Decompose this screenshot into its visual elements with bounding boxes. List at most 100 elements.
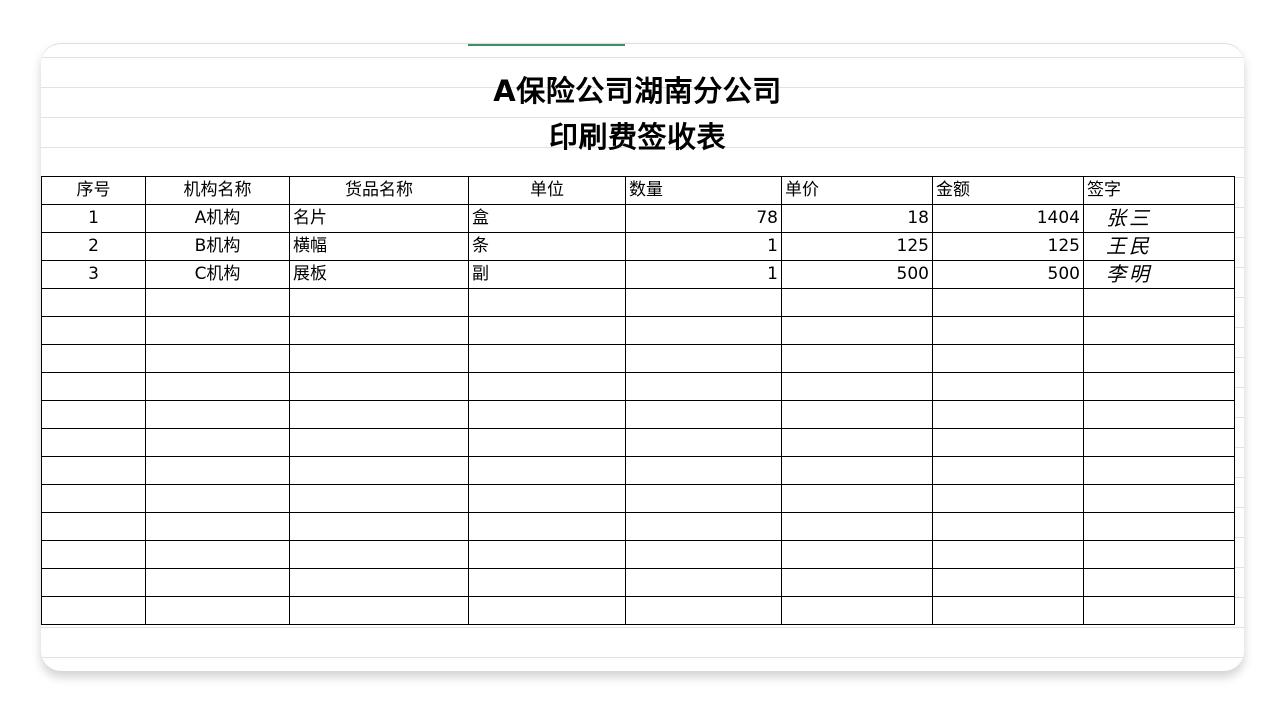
empty-cell[interactable] (781, 596, 933, 625)
cell-unit[interactable]: 盒 (468, 204, 626, 233)
empty-cell[interactable] (1083, 456, 1235, 485)
empty-cell[interactable] (932, 540, 1084, 569)
empty-cell[interactable] (289, 316, 469, 345)
empty-cell[interactable] (932, 400, 1084, 429)
empty-cell[interactable] (41, 400, 146, 429)
empty-cell[interactable] (781, 288, 933, 317)
empty-cell[interactable] (468, 372, 626, 401)
empty-cell[interactable] (289, 456, 469, 485)
empty-cell[interactable] (145, 568, 290, 597)
empty-cell[interactable] (145, 512, 290, 541)
empty-cell[interactable] (41, 288, 146, 317)
header-unit-price[interactable]: 单价 (781, 176, 933, 205)
cell-signature[interactable]: 张三 (1083, 204, 1235, 233)
header-amount[interactable]: 金额 (932, 176, 1084, 205)
empty-cell[interactable] (468, 540, 626, 569)
empty-cell[interactable] (625, 344, 782, 373)
cell-unit-price[interactable]: 500 (781, 260, 933, 289)
empty-cell[interactable] (932, 372, 1084, 401)
empty-cell[interactable] (41, 568, 146, 597)
empty-cell[interactable] (289, 568, 469, 597)
empty-cell[interactable] (625, 428, 782, 457)
empty-cell[interactable] (625, 540, 782, 569)
empty-cell[interactable] (932, 596, 1084, 625)
empty-cell[interactable] (781, 428, 933, 457)
header-index[interactable]: 序号 (41, 176, 146, 205)
empty-cell[interactable] (41, 456, 146, 485)
empty-cell[interactable] (1083, 428, 1235, 457)
cell-org-name[interactable]: A机构 (145, 204, 290, 233)
cell-amount[interactable]: 500 (932, 260, 1084, 289)
empty-cell[interactable] (781, 456, 933, 485)
empty-cell[interactable] (41, 316, 146, 345)
cell-index[interactable]: 1 (41, 204, 146, 233)
empty-cell[interactable] (289, 400, 469, 429)
empty-cell[interactable] (932, 428, 1084, 457)
empty-cell[interactable] (625, 288, 782, 317)
empty-cell[interactable] (468, 400, 626, 429)
empty-cell[interactable] (468, 512, 626, 541)
cell-quantity[interactable]: 78 (625, 204, 782, 233)
empty-cell[interactable] (932, 484, 1084, 513)
empty-cell[interactable] (41, 484, 146, 513)
cell-item-name[interactable]: 展板 (289, 260, 469, 289)
empty-cell[interactable] (468, 596, 626, 625)
cell-index[interactable]: 3 (41, 260, 146, 289)
empty-cell[interactable] (781, 484, 933, 513)
empty-cell[interactable] (781, 372, 933, 401)
empty-cell[interactable] (625, 568, 782, 597)
header-unit[interactable]: 单位 (468, 176, 626, 205)
cell-signature[interactable]: 王民 (1083, 232, 1235, 261)
cell-amount[interactable]: 1404 (932, 204, 1084, 233)
empty-cell[interactable] (468, 484, 626, 513)
empty-cell[interactable] (145, 428, 290, 457)
empty-cell[interactable] (468, 568, 626, 597)
empty-cell[interactable] (1083, 372, 1235, 401)
empty-cell[interactable] (145, 316, 290, 345)
empty-cell[interactable] (625, 316, 782, 345)
empty-cell[interactable] (41, 596, 146, 625)
empty-cell[interactable] (932, 456, 1084, 485)
cell-item-name[interactable]: 名片 (289, 204, 469, 233)
empty-cell[interactable] (1083, 400, 1235, 429)
empty-cell[interactable] (145, 344, 290, 373)
empty-cell[interactable] (625, 400, 782, 429)
empty-cell[interactable] (781, 316, 933, 345)
empty-cell[interactable] (1083, 316, 1235, 345)
empty-cell[interactable] (145, 372, 290, 401)
empty-cell[interactable] (932, 344, 1084, 373)
empty-cell[interactable] (468, 344, 626, 373)
cell-unit-price[interactable]: 125 (781, 232, 933, 261)
empty-cell[interactable] (468, 316, 626, 345)
cell-amount[interactable]: 125 (932, 232, 1084, 261)
empty-cell[interactable] (1083, 540, 1235, 569)
empty-cell[interactable] (145, 484, 290, 513)
empty-cell[interactable] (781, 512, 933, 541)
empty-cell[interactable] (41, 428, 146, 457)
empty-cell[interactable] (625, 512, 782, 541)
empty-cell[interactable] (781, 400, 933, 429)
empty-cell[interactable] (625, 372, 782, 401)
empty-cell[interactable] (932, 316, 1084, 345)
cell-org-name[interactable]: B机构 (145, 232, 290, 261)
empty-cell[interactable] (932, 568, 1084, 597)
cell-index[interactable]: 2 (41, 232, 146, 261)
empty-cell[interactable] (145, 540, 290, 569)
header-signature[interactable]: 签字 (1083, 176, 1235, 205)
empty-cell[interactable] (468, 288, 626, 317)
empty-cell[interactable] (781, 344, 933, 373)
cell-quantity[interactable]: 1 (625, 232, 782, 261)
empty-cell[interactable] (289, 596, 469, 625)
empty-cell[interactable] (625, 596, 782, 625)
empty-cell[interactable] (41, 512, 146, 541)
empty-cell[interactable] (41, 540, 146, 569)
empty-cell[interactable] (145, 288, 290, 317)
empty-cell[interactable] (41, 372, 146, 401)
empty-cell[interactable] (289, 540, 469, 569)
cell-org-name[interactable]: C机构 (145, 260, 290, 289)
empty-cell[interactable] (468, 456, 626, 485)
header-quantity[interactable]: 数量 (625, 176, 782, 205)
empty-cell[interactable] (1083, 568, 1235, 597)
empty-cell[interactable] (289, 372, 469, 401)
empty-cell[interactable] (1083, 484, 1235, 513)
